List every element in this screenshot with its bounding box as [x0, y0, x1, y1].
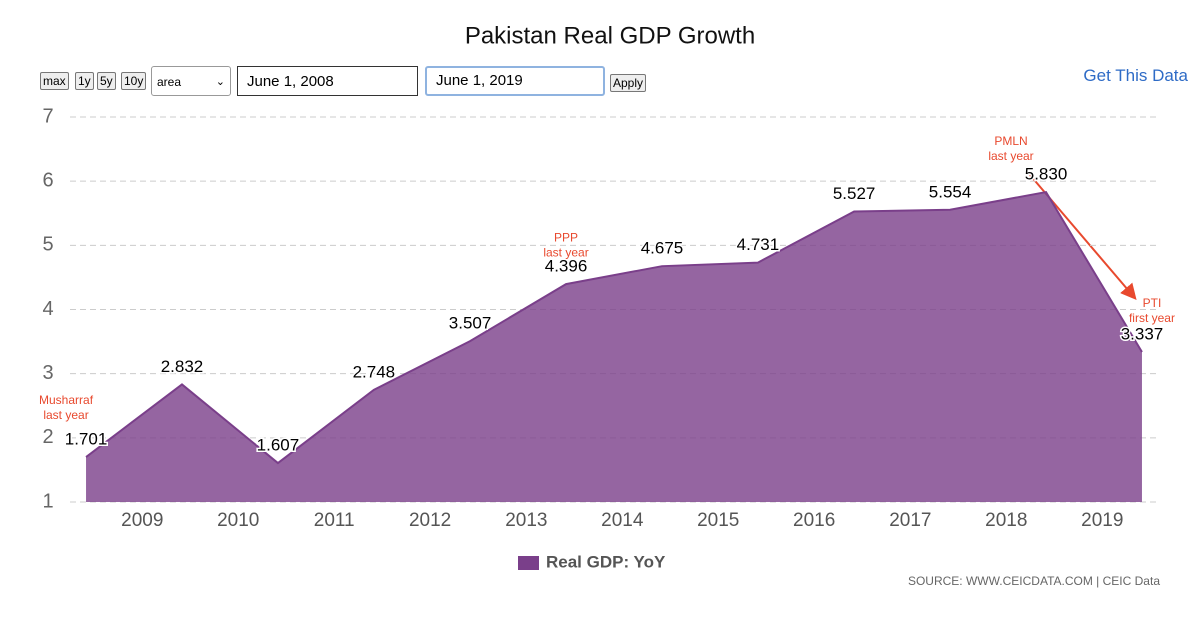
x-tick-label: 2010 — [217, 510, 259, 531]
annotation: last year — [988, 149, 1033, 163]
source: SOURCE: WWW.CEICDATA.COM | CEIC Data — [908, 574, 1160, 588]
end-date-input[interactable]: June 1, 2019 — [425, 66, 605, 96]
y-tick-label: 2 — [42, 426, 53, 448]
x-tick-label: 2018 — [985, 510, 1027, 531]
annotation: last year — [543, 245, 588, 259]
x-tick-label: 2011 — [314, 510, 355, 531]
data-label: 3.337 — [1121, 325, 1164, 344]
data-label: 4.675 — [641, 239, 684, 258]
range-button[interactable]: 5y — [97, 72, 116, 90]
y-tick-label: 1 — [42, 490, 53, 512]
x-tick-label: 2013 — [505, 510, 547, 531]
data-label: 5.830 — [1025, 165, 1068, 184]
data-label: 1.607 — [257, 436, 300, 455]
y-tick-label: 4 — [42, 298, 53, 320]
annotation: PPP — [554, 230, 578, 244]
x-tick-label: 2016 — [793, 510, 835, 531]
y-tick-label: 5 — [42, 234, 53, 256]
data-label: 4.731 — [737, 235, 780, 254]
x-tick-label: 2012 — [409, 510, 451, 531]
legend-swatch — [518, 556, 539, 570]
annotation: first year — [1129, 311, 1175, 325]
start-date-input[interactable]: June 1, 2008 — [237, 66, 418, 96]
range-button[interactable]: 10y — [121, 72, 147, 90]
chart-type-select[interactable]: area ⌄ — [151, 66, 231, 96]
data-label: 1.701 — [65, 430, 108, 449]
data-label: 2.832 — [161, 357, 204, 376]
annotation: last year — [43, 408, 88, 422]
annotation: PTI — [1143, 296, 1162, 310]
range-button[interactable]: 1y — [75, 72, 94, 90]
x-tick-label: 2019 — [1081, 510, 1123, 531]
data-label: 4.396 — [545, 257, 588, 276]
legend-label: Real GDP: YoY — [546, 552, 666, 571]
line — [85, 190, 1143, 465]
select-value: area — [157, 75, 182, 89]
chevron: ⌄ — [215, 76, 225, 88]
chart-title: Pakistan Real GDP Growth — [465, 22, 755, 49]
range-button[interactable]: max — [40, 72, 69, 90]
get-data-link[interactable]: Get This Data — [1083, 66, 1188, 85]
data-label: 5.554 — [929, 182, 972, 201]
data-label: 5.527 — [833, 184, 876, 203]
x-tick-label: 2009 — [121, 510, 163, 531]
area — [86, 192, 1142, 502]
y-tick-label: 3 — [42, 362, 53, 384]
x-tick-label: 2014 — [601, 510, 644, 531]
annotation: Musharraf — [39, 393, 94, 407]
x-tick-label: 2017 — [889, 510, 931, 531]
x-tick-label: 2015 — [697, 510, 739, 531]
apply-button[interactable]: Apply — [610, 74, 647, 92]
data-label: 3.507 — [449, 314, 492, 333]
annotation: PMLN — [994, 134, 1027, 148]
y-tick-label: 6 — [42, 169, 53, 191]
y-tick-label: 7 — [42, 105, 53, 127]
data-label: 2.748 — [353, 362, 396, 381]
